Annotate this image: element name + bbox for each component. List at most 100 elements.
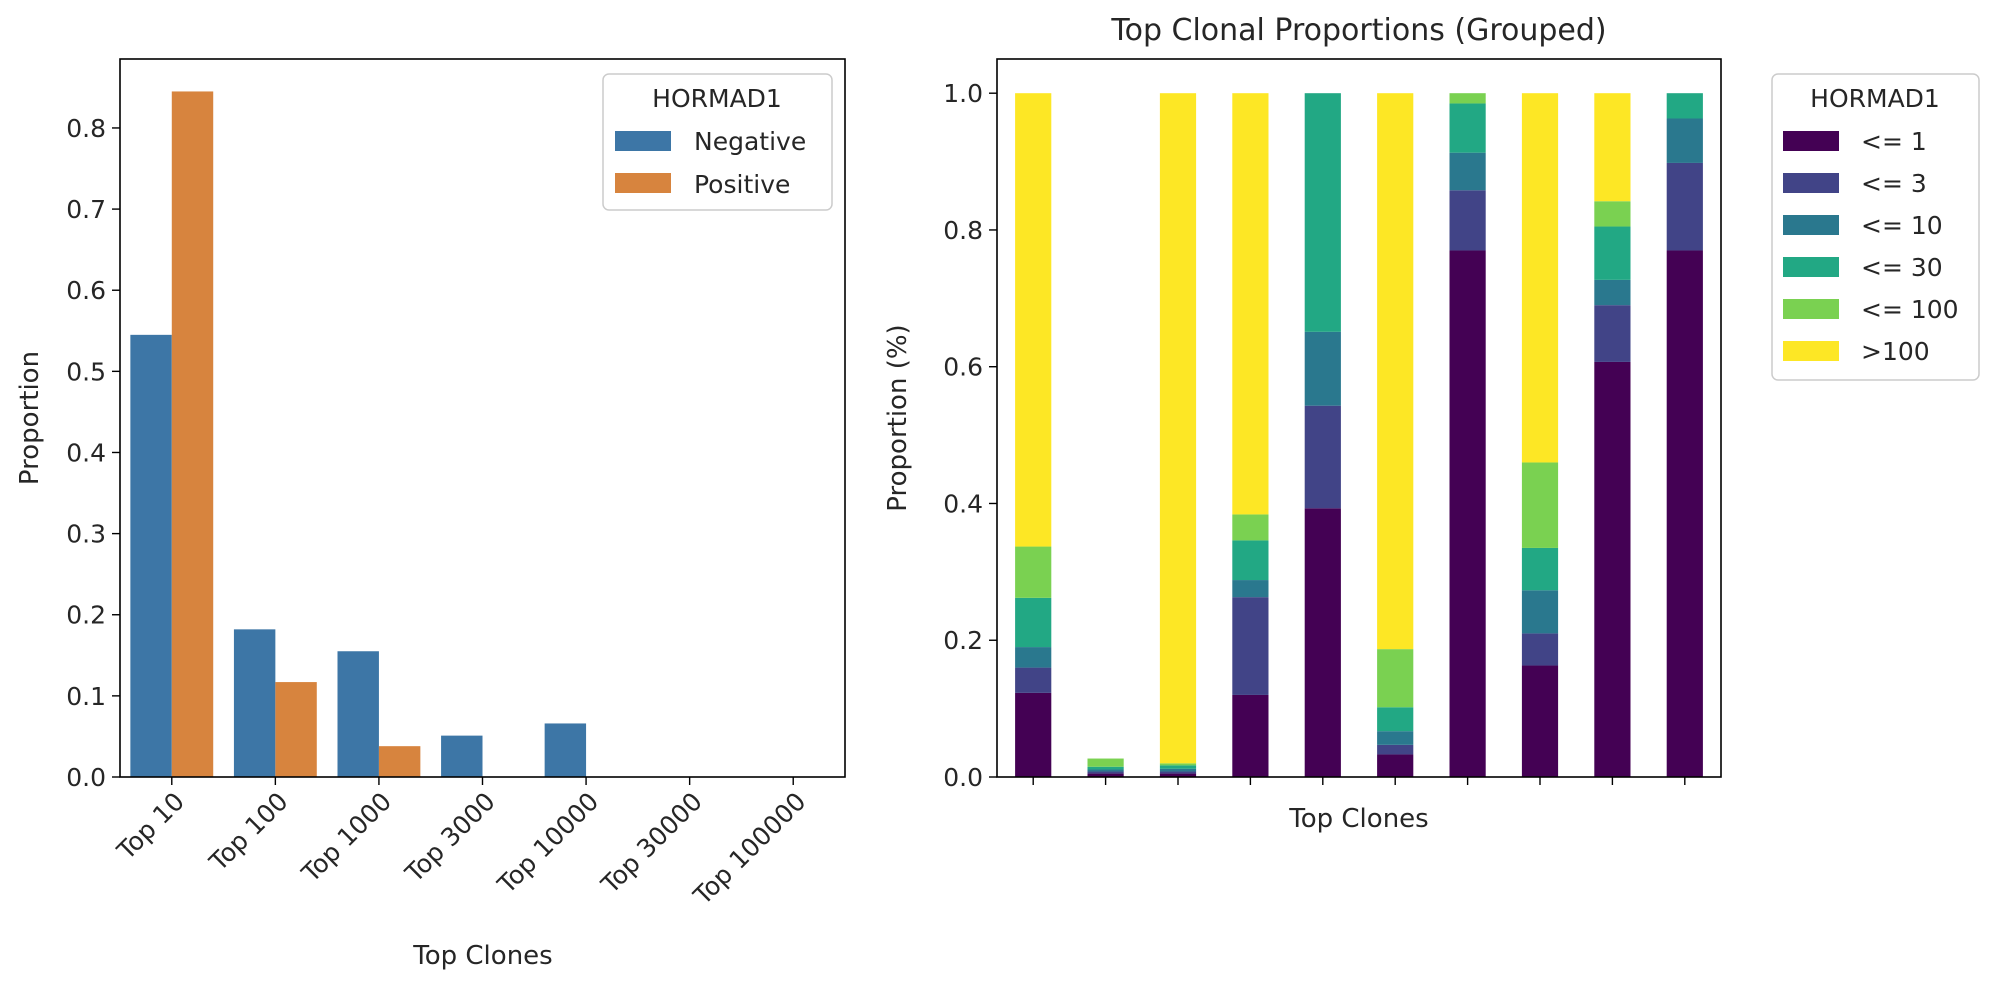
stacked-x-axis-ticks: [1032, 777, 1686, 785]
y-tick-label: 0.7: [66, 195, 106, 224]
stack-segment-le-10-bar-2: [1087, 769, 1124, 772]
stack-segment-le-10-bar-5: [1304, 331, 1341, 406]
y-tick-label: 0.3: [66, 520, 106, 549]
y-tick-label: 0.8: [943, 216, 983, 245]
grouped-legend: HORMAD1 Negative Positive: [602, 73, 833, 211]
stack-segment-le-100-bar-8: [1521, 462, 1559, 548]
stack-segment-le-100-bar-7: [1449, 93, 1486, 104]
legend-label-le-3: <= 3: [1861, 169, 1927, 198]
stack-segment-le-10-bar-9: [1594, 279, 1631, 306]
stack-segment-le-10-bar-7: [1449, 152, 1486, 191]
stack-segment-le-1-bar-5: [1304, 508, 1341, 777]
legend-swatch-le-30: [1783, 257, 1839, 277]
stack-segment-gt100-bar-1: [1015, 93, 1052, 547]
legend-label-le-30: <= 30: [1861, 253, 1943, 282]
stack-segment-gt100-bar-4: [1232, 93, 1269, 515]
stack-segment-le-3-bar-4: [1232, 597, 1269, 695]
legend-swatch-negative: [615, 131, 671, 151]
stack-segment-le-100-bar-3: [1159, 763, 1197, 766]
legend-label-negative: Negative: [694, 127, 806, 156]
legend-swatch-le-100: [1783, 299, 1839, 319]
bar-negative-top-1000: [337, 651, 379, 777]
stack-segment-le-1-bar-1: [1015, 692, 1052, 777]
grouped-x-axis-label: Top Clones: [412, 941, 552, 971]
stack-segment-le-1-bar-3: [1159, 773, 1197, 777]
stacked-y-axis-ticks: 0.0 0.2 0.4 0.6 0.8 1.0: [943, 79, 997, 792]
stack-segment-le-3-bar-6: [1377, 744, 1414, 755]
stack-segment-le-30-bar-3: [1159, 765, 1197, 769]
stack-segment-le-30-bar-7: [1449, 103, 1486, 153]
bar-negative-top-10000: [544, 723, 587, 777]
legend-swatch-le-1: [1783, 131, 1839, 151]
legend-swatch-le-3: [1783, 173, 1839, 193]
stack-segment-gt100-bar-6: [1377, 93, 1414, 650]
stack-segment-gt100-bar-9: [1594, 93, 1631, 202]
stack-segment-le-1-bar-7: [1449, 250, 1486, 777]
grouped-y-axis-ticks: 0.0 0.1 0.2 0.3 0.4 0.5 0.6 0.7 0.8: [66, 114, 120, 792]
stacked-legend-title: HORMAD1: [1810, 84, 1940, 113]
stack-segment-le-30-bar-10: [1666, 93, 1703, 119]
stack-segment-le-100-bar-9: [1594, 201, 1631, 227]
stack-segment-le-3-bar-7: [1449, 190, 1486, 251]
stack-segment-le-30-bar-8: [1521, 547, 1559, 591]
stack-segment-le-1-bar-6: [1377, 754, 1414, 777]
legend-swatch-gt100: [1783, 341, 1839, 361]
y-tick-label: 0.5: [66, 357, 106, 386]
stack-segment-le-100-bar-1: [1015, 546, 1052, 598]
y-tick-label: 0.2: [943, 626, 983, 655]
legend-label-positive: Positive: [694, 170, 790, 199]
y-tick-label: 0.1: [66, 682, 106, 711]
stack-segment-le-10-bar-4: [1232, 580, 1269, 598]
stacked-x-axis-label: Top Clones: [1288, 804, 1428, 834]
stack-segment-le-10-bar-3: [1159, 768, 1197, 772]
stack-segment-le-3-bar-2: [1087, 771, 1124, 774]
stack-segment-le-1-bar-9: [1594, 361, 1631, 777]
stack-segment-le-30-bar-9: [1594, 226, 1631, 280]
stack-segment-le-30-bar-5: [1304, 93, 1341, 332]
y-tick-label: 0.6: [943, 353, 983, 382]
stacked-legend: HORMAD1 <= 1 <= 3 <= 10 <= 30 <= 100 >100: [1771, 73, 1980, 381]
y-tick-label: 0.6: [66, 276, 106, 305]
stack-segment-le-30-bar-4: [1232, 540, 1269, 581]
stack-segment-le-30-bar-6: [1377, 707, 1414, 732]
bar-positive-top-10: [171, 91, 214, 778]
stack-segment-le-30-bar-2: [1087, 766, 1124, 770]
stack-segment-le-1-bar-4: [1232, 694, 1269, 777]
stack-segment-le-10-bar-10: [1666, 118, 1703, 163]
legend-label-le-10: <= 10: [1861, 211, 1943, 240]
stack-segment-le-10-bar-1: [1015, 647, 1052, 668]
bar-negative-top-10: [130, 334, 172, 777]
y-tick-label: 0.0: [943, 763, 983, 792]
y-tick-label: 0.0: [66, 763, 106, 792]
stacked-bar-chart: Top Clonal Proportions (Grouped) 0.00.20…: [883, 13, 1980, 834]
legend-label-le-1: <= 1: [1861, 127, 1927, 156]
stack-segment-gt100-bar-8: [1521, 93, 1559, 463]
legend-swatch-le-10: [1783, 215, 1839, 235]
legend-label-gt100: >100: [1861, 337, 1930, 366]
y-tick-label: 0.4: [943, 489, 983, 518]
stack-segment-le-3-bar-5: [1304, 405, 1341, 509]
stack-segment-le-10-bar-8: [1521, 590, 1559, 634]
y-tick-label: 0.2: [66, 601, 106, 630]
stack-segment-le-1-bar-10: [1666, 250, 1703, 777]
stack-segment-le-1-bar-2: [1087, 773, 1124, 777]
y-tick-label: 0.4: [66, 438, 106, 467]
stack-segment-le-1-bar-8: [1521, 665, 1559, 777]
y-tick-label: 1.0: [943, 79, 983, 108]
grouped-legend-title: HORMAD1: [652, 84, 782, 113]
stack-segment-le-100-bar-6: [1377, 649, 1414, 708]
legend-label-le-100: <= 100: [1861, 295, 1959, 324]
bar-positive-top-1000: [378, 746, 421, 777]
bar-negative-top-100: [233, 629, 276, 777]
stacked-bars: [1015, 93, 1703, 777]
stack-segment-le-3-bar-8: [1521, 633, 1559, 666]
bar-positive-top-100: [275, 682, 317, 777]
stack-segment-le-3-bar-10: [1666, 162, 1703, 251]
stack-segment-le-10-bar-6: [1377, 731, 1414, 745]
stacked-legend-items: <= 1 <= 3 <= 10 <= 30 <= 100 >100: [1783, 127, 1959, 366]
stacked-y-axis-label: Proportion (%): [883, 324, 913, 511]
stack-segment-le-3-bar-3: [1159, 771, 1197, 774]
grouped-bars: [130, 91, 587, 778]
